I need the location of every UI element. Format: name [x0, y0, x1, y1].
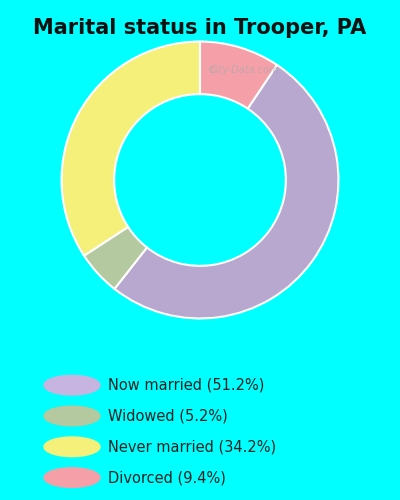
Text: ⊙: ⊙ [207, 65, 215, 75]
Circle shape [44, 437, 100, 456]
Circle shape [44, 468, 100, 487]
Wedge shape [62, 42, 200, 256]
Text: Never married (34.2%): Never married (34.2%) [108, 440, 276, 454]
Text: Divorced (9.4%): Divorced (9.4%) [108, 470, 226, 485]
Wedge shape [114, 65, 338, 318]
Text: Widowed (5.2%): Widowed (5.2%) [108, 408, 228, 424]
Circle shape [44, 406, 100, 426]
Text: Now married (51.2%): Now married (51.2%) [108, 378, 264, 392]
Wedge shape [84, 227, 147, 289]
Text: City-Data.com: City-Data.com [210, 65, 279, 75]
Circle shape [44, 376, 100, 395]
Wedge shape [200, 42, 277, 108]
Text: Marital status in Trooper, PA: Marital status in Trooper, PA [33, 18, 367, 38]
